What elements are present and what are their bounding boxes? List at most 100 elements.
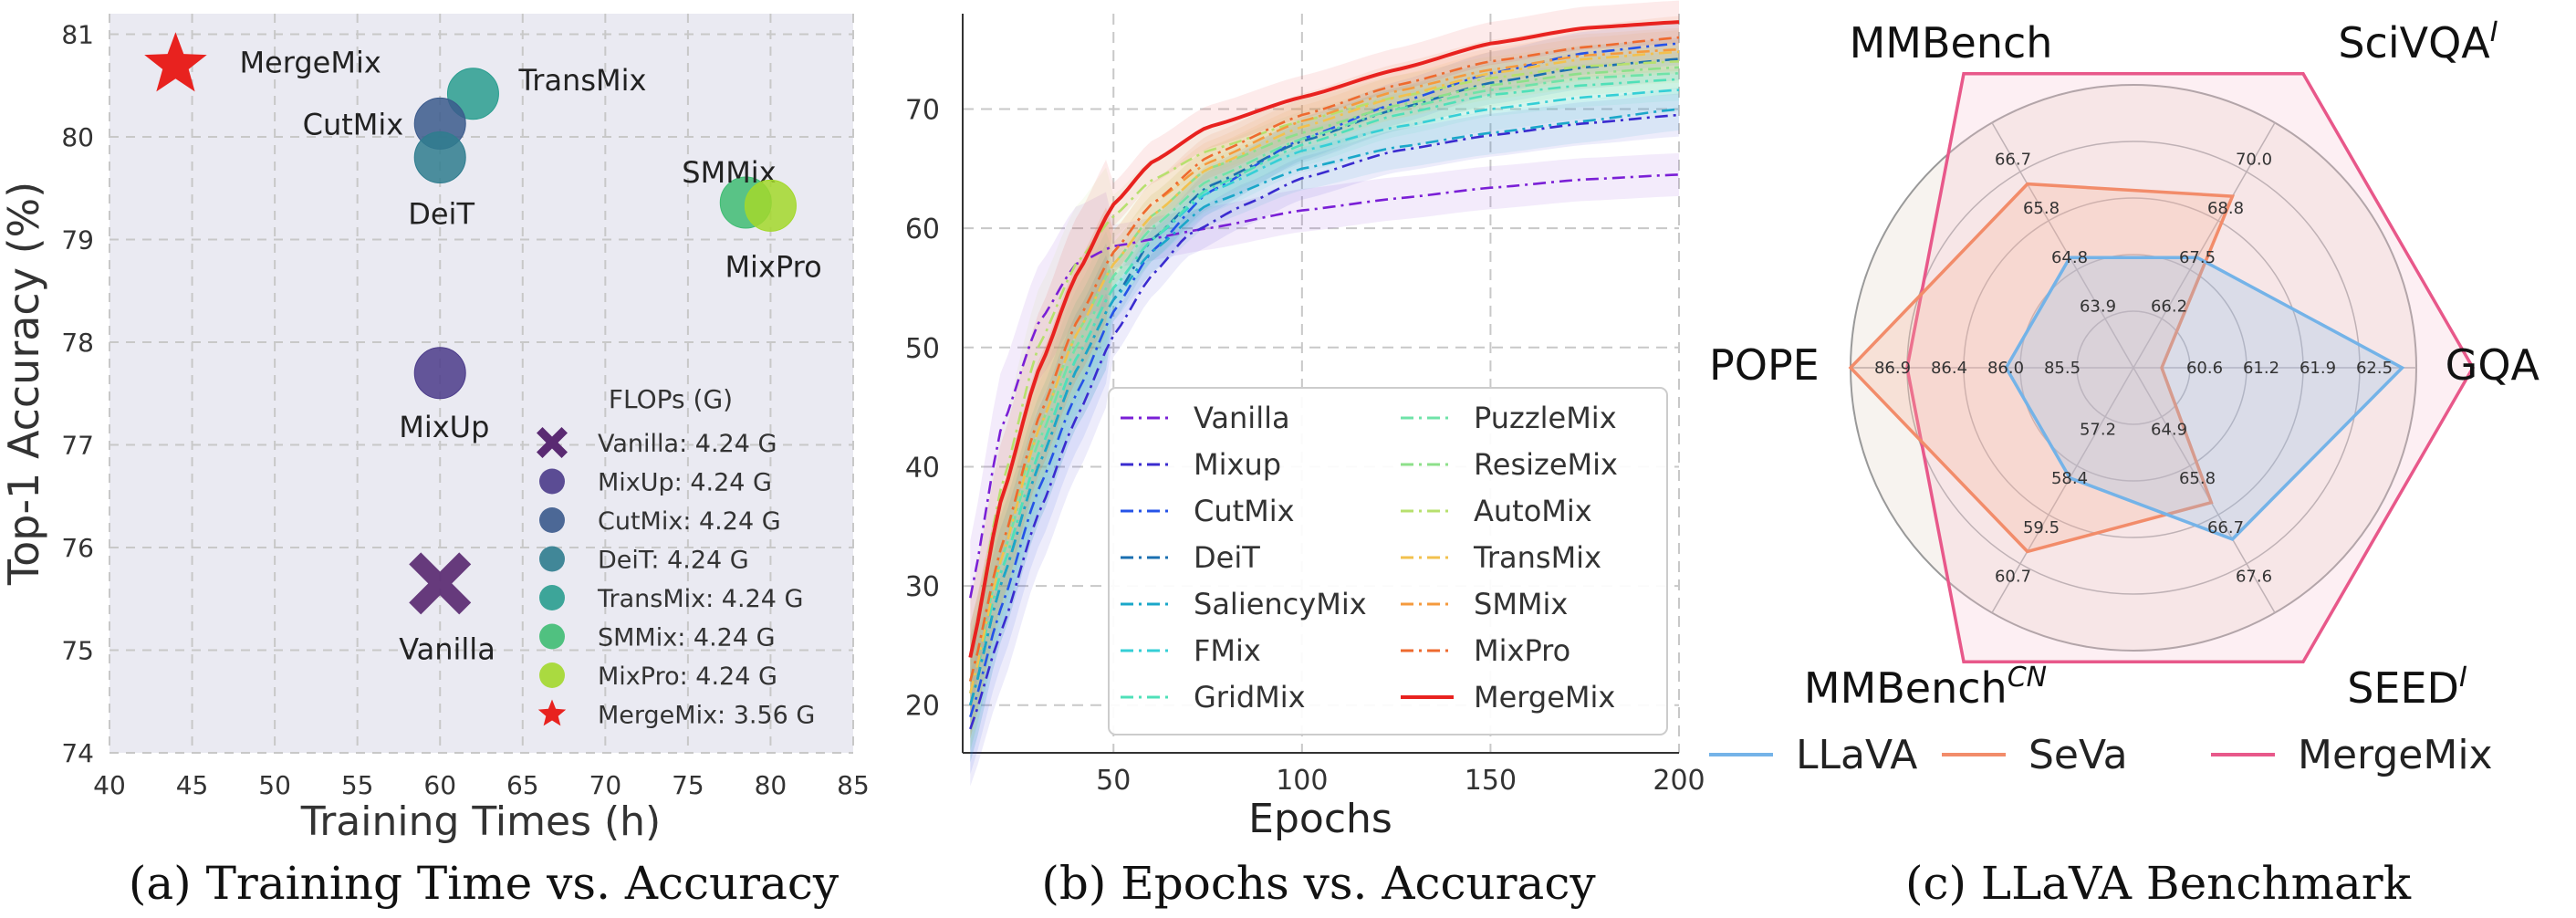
panel-a-x-tick: 40 xyxy=(93,770,126,800)
radar-axis-label-pope: POPE xyxy=(1709,340,1820,390)
panel-a-x-tick: 45 xyxy=(176,770,209,800)
panel-b-y-tick: 40 xyxy=(905,452,940,484)
radar-tick-mmbench: 65.8 xyxy=(2023,199,2060,218)
panel-b-y-tick: 50 xyxy=(905,333,940,365)
panel-c-radar-series xyxy=(1848,72,2476,663)
panel-b-x-axis-label: Epochs xyxy=(1248,796,1392,842)
series-line-gridmix xyxy=(969,78,1680,694)
radar-tick-pope: 86.0 xyxy=(1987,359,2024,378)
legend-label-vanilla: Vanilla: 4.24 G xyxy=(598,430,777,458)
radar-tick-pope: 85.5 xyxy=(2044,359,2081,378)
panel-b-y-tick-labels: 20 30 40 50 60 70 xyxy=(905,95,940,723)
panel-b-y-tick: 60 xyxy=(905,214,940,245)
point-label-deit: DeiT xyxy=(408,197,475,232)
legend-label-resizemix: ResizeMix xyxy=(1474,447,1618,482)
radar-legend-label-seva: SeVa xyxy=(2028,732,2128,778)
radar-tick-mmbench: 66.7 xyxy=(1995,150,2031,169)
radar-axis-label-scivqa-i: SciVQAI xyxy=(2338,16,2498,68)
legend-label-mixpro: MixPro: 4.24 G xyxy=(598,662,777,691)
radar-axis-label-mmbench-cn: MMBenchCN xyxy=(1804,662,2047,713)
panel-a-y-tick: 78 xyxy=(61,328,94,358)
panel-a-y-tick: 77 xyxy=(61,431,94,461)
radar-series-llava xyxy=(2004,256,2405,541)
point-transmix xyxy=(446,68,499,120)
legend-label-mixup: Mixup xyxy=(1194,447,1281,482)
point-vanilla-x xyxy=(409,552,472,615)
panel-a-scatter: 40 45 50 55 60 65 70 75 80 85 74 75 76 77 78 79 80 81 Tr… xyxy=(0,14,870,845)
panel-c-radar-grid xyxy=(1850,84,2417,652)
panel-a-y-axis-label: Top-1 Accuracy (%) xyxy=(0,182,48,586)
point-mixpro xyxy=(744,179,797,232)
panel-a-y-tick: 81 xyxy=(61,20,94,50)
point-label-mixpro: MixPro xyxy=(725,249,821,284)
legend-label-transmix: TransMix xyxy=(1473,540,1601,575)
radar-series-mergemix xyxy=(1905,72,2476,663)
radar-tick-pope: 86.4 xyxy=(1931,359,1967,378)
radar-tick-seed: 65.8 xyxy=(2179,469,2216,488)
legend-label-deit: DeiT: 4.24 G xyxy=(598,547,749,575)
point-label-vanilla: Vanilla xyxy=(399,631,495,666)
radar-tick-seed: 67.6 xyxy=(2236,568,2272,587)
legend-label-vanilla: Vanilla xyxy=(1194,401,1290,435)
panel-b-line-chart: 50 100 150 200 20 30 40 50 60 70 Epochs Vanilla M… xyxy=(905,0,1705,842)
panel-b-x-tick: 100 xyxy=(1276,765,1328,797)
panel-a-y-tick-labels: 74 75 76 77 78 79 80 81 xyxy=(61,20,94,769)
point-label-mixup: MixUp xyxy=(399,410,489,444)
panel-a-x-tick: 65 xyxy=(506,770,539,800)
panel-a-x-tick: 60 xyxy=(423,770,456,800)
legend-marker-mixup xyxy=(539,468,565,495)
radar-tick-mmbench: 63.9 xyxy=(2080,297,2116,316)
legend-marker-cutmix xyxy=(539,507,565,533)
legend-label-fmix: FMix xyxy=(1194,633,1261,668)
panel-a-legend-title: FLOPs (G) xyxy=(609,384,733,414)
radar-axis-label-seed-i: SEEDI xyxy=(2347,662,2467,713)
radar-tick-scivqa: 70.0 xyxy=(2236,150,2272,169)
radar-tick-pope: 86.9 xyxy=(1874,359,1911,378)
series-line-saliencymix xyxy=(969,108,1680,706)
radar-tick-mmbench: 60.7 xyxy=(1995,568,2031,587)
legend-label-gridmix: GridMix xyxy=(1194,680,1306,715)
legend-marker-mergemix xyxy=(537,699,567,726)
radar-tick-mmbench: 64.8 xyxy=(2051,248,2088,267)
legend-label-transmix: TransMix: 4.24 G xyxy=(597,585,803,613)
radar-axis-label-mmbench: MMBench xyxy=(1850,18,2053,68)
series-line-mergemix xyxy=(968,20,1680,658)
legend-label-cutmix: CutMix xyxy=(1194,494,1295,528)
radar-tick-mmbench: 59.5 xyxy=(2023,518,2060,537)
radar-tick-scivqa: 68.8 xyxy=(2207,199,2244,218)
radar-tick-gqa: 61.9 xyxy=(2300,359,2336,378)
radar-tick-scivqa: 67.5 xyxy=(2179,248,2216,267)
panel-b-x-tick-labels: 50 100 150 200 xyxy=(1096,765,1705,797)
panel-a-x-tick: 80 xyxy=(755,770,787,800)
panel-a-x-axis-label: Training Times (h) xyxy=(300,798,661,845)
radar-tick-gqa: 62.5 xyxy=(2356,359,2393,378)
panel-a-y-tick: 80 xyxy=(61,122,94,152)
radar-tick-seed: 66.7 xyxy=(2207,518,2244,537)
series-line-mixpro xyxy=(969,36,1680,682)
legend-label-smmix: SMMix: 4.24 G xyxy=(598,624,776,652)
radar-series-seva xyxy=(1848,182,2236,554)
legend-marker-smmix xyxy=(539,623,565,650)
panel-c-axis-labels: GQA SciVQAI MMBench POPE MMBenchCN SEEDI xyxy=(1709,16,2540,713)
caption-b: (b) Epochs vs. Accuracy xyxy=(1041,857,1596,910)
panel-a-x-tick-labels: 40 45 50 55 60 65 70 75 80 85 xyxy=(93,770,870,800)
radar-tick-gqa: 60.6 xyxy=(2186,359,2223,378)
panel-a-legend: FLOPs (G) Vanilla: 4.24 G MixUp: 4.24 G Cu… xyxy=(537,384,815,730)
series-line-transmix xyxy=(969,50,1680,694)
radar-legend-label-llava: LLaVA xyxy=(1796,732,1917,778)
panel-a-y-tick: 75 xyxy=(61,636,94,666)
panel-b-y-tick: 70 xyxy=(905,95,940,127)
radar-spoke xyxy=(2133,122,2276,369)
legend-label-puzzlemix: PuzzleMix xyxy=(1474,401,1617,435)
band-mergemix xyxy=(970,0,1679,715)
panel-a-y-tick: 79 xyxy=(61,225,94,256)
radar-tick-seed: 64.9 xyxy=(2151,421,2187,440)
panel-a-y-tick: 76 xyxy=(61,533,94,563)
panel-a-gridlines xyxy=(109,14,854,754)
panel-c-radar: 60.6 61.2 61.9 62.5 66.2 67.5 68.8 70.0 63.9 64.8… xyxy=(1709,16,2540,778)
band-smmix xyxy=(970,27,1679,739)
point-label-transmix: TransMix xyxy=(517,63,646,98)
radar-tick-mmbench: 57.2 xyxy=(2080,421,2116,440)
